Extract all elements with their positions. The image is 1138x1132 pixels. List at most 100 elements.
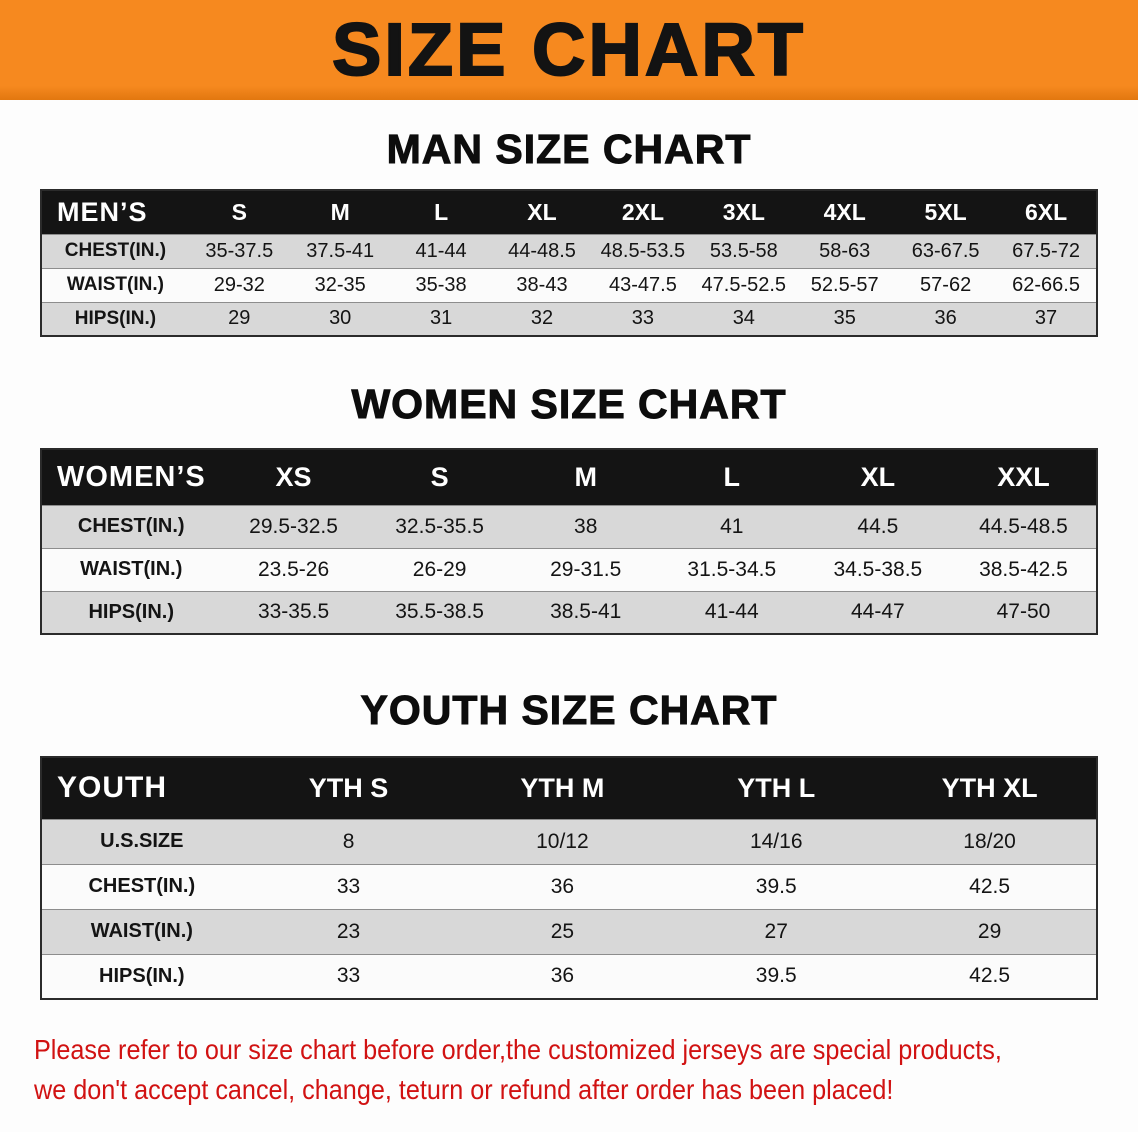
row-label: WAIST(IN.) bbox=[80, 558, 183, 580]
youth-size-section: YOUTH SIZE CHART YOUTH YTH S YTH M YTH L YTH… bbox=[0, 635, 1138, 1000]
size-value: 38.5-42.5 bbox=[979, 557, 1068, 581]
size-value: 44-48.5 bbox=[508, 239, 576, 262]
size-value: 35 bbox=[833, 307, 856, 330]
size-value: 58-63 bbox=[819, 239, 871, 262]
size-column-header: 6XL bbox=[996, 190, 1097, 234]
row-label: CHEST(IN.) bbox=[64, 240, 167, 261]
youth-section-heading: YOUTH SIZE CHART bbox=[360, 687, 778, 734]
table-row: HIPS(IN.) 29 30 31 32 33 34 35 36 37 bbox=[41, 302, 1097, 336]
size-value: 42.5 bbox=[969, 874, 1011, 898]
size-value: 57-62 bbox=[920, 273, 972, 296]
size-column-header: YTH XL bbox=[883, 757, 1097, 819]
size-value: 42.5 bbox=[969, 964, 1011, 988]
size-column-header: XL bbox=[804, 449, 951, 505]
size-value: 34.5-38.5 bbox=[833, 557, 923, 581]
size-value: 33 bbox=[336, 874, 361, 898]
table-corner-label: WOMEN’S bbox=[41, 449, 221, 505]
table-row: HIPS(IN.) 33 36 39.5 42.5 bbox=[41, 954, 1097, 999]
size-value: 41-44 bbox=[704, 600, 759, 624]
table-row: WAIST(IN.) 29-32 32-35 35-38 38-43 43-47.5 47.… bbox=[41, 268, 1097, 302]
size-value: 29-31.5 bbox=[550, 557, 622, 581]
size-value: 34 bbox=[732, 307, 755, 330]
row-label: WAIST(IN.) bbox=[66, 274, 164, 295]
size-value: 10/12 bbox=[536, 829, 589, 853]
size-value: 33-35.5 bbox=[257, 600, 330, 624]
table-row: CHEST(IN.) 29.5-32.5 32.5-35.5 38 41 44.5 44.5… bbox=[41, 505, 1097, 548]
size-value: 26-29 bbox=[412, 557, 467, 581]
size-value: 36 bbox=[550, 964, 575, 988]
size-value: 36 bbox=[550, 874, 575, 898]
size-value: 29-32 bbox=[213, 273, 265, 296]
table-corner-label: MEN’S bbox=[41, 190, 189, 234]
table-row: CHEST(IN.) 35-37.5 37.5-41 41-44 44-48.5 48.5… bbox=[41, 234, 1097, 268]
size-value: 67.5-72 bbox=[1012, 239, 1080, 262]
disclaimer-line-2: we don't accept cancel, change, teturn o… bbox=[34, 1073, 894, 1105]
table-row: U.S.SIZE 8 10/12 14/16 18/20 bbox=[41, 819, 1097, 864]
size-value: 44.5 bbox=[857, 514, 899, 538]
size-value: 38.5-41 bbox=[550, 600, 622, 624]
size-column-header: 5XL bbox=[895, 190, 997, 234]
size-column-header: S bbox=[188, 190, 290, 234]
size-value: 23.5-26 bbox=[257, 557, 330, 581]
size-value: 35-38 bbox=[415, 273, 467, 296]
size-column-header: 3XL bbox=[693, 190, 795, 234]
table-header-row: YOUTH YTH S YTH M YTH L YTH XL bbox=[41, 757, 1097, 819]
size-value: 29.5-32.5 bbox=[249, 514, 338, 538]
size-value: 63-67.5 bbox=[911, 239, 980, 262]
size-value: 23 bbox=[336, 919, 361, 943]
women-size-table: WOMEN’S XS S M L XL XXL CHEST(IN.) 29.5-32.5 32.5… bbox=[40, 448, 1098, 635]
size-value: 52.5-57 bbox=[810, 273, 879, 296]
size-value: 27 bbox=[764, 919, 788, 943]
size-value: 31 bbox=[429, 307, 453, 330]
table-row: WAIST(IN.) 23.5-26 26-29 29-31.5 31.5-34.5 34… bbox=[41, 548, 1097, 591]
men-section-heading: MAN SIZE CHART bbox=[386, 126, 752, 173]
row-label: CHEST(IN.) bbox=[77, 515, 185, 537]
size-value: 37.5-41 bbox=[306, 239, 375, 262]
size-column-header: XS bbox=[220, 449, 367, 505]
title-banner: SIZE CHART bbox=[0, 0, 1138, 100]
size-column-header: XXL bbox=[950, 449, 1097, 505]
size-value: 18/20 bbox=[963, 829, 1016, 853]
size-column-header: S bbox=[366, 449, 513, 505]
disclaimer-line-1: Please refer to our size chart before or… bbox=[34, 1034, 1002, 1065]
women-size-section: WOMEN SIZE CHART WOMEN’S XS S M L XL XXL CHEST(… bbox=[0, 337, 1138, 635]
size-value: 32.5-35.5 bbox=[395, 514, 484, 538]
table-header-row: WOMEN’S XS S M L XL XXL bbox=[41, 449, 1097, 505]
page-title: SIZE CHART bbox=[331, 8, 806, 91]
size-value: 14/16 bbox=[749, 829, 803, 853]
size-value: 29 bbox=[977, 919, 1002, 943]
table-row: WAIST(IN.) 23 25 27 29 bbox=[41, 909, 1097, 954]
youth-size-table: YOUTH YTH S YTH M YTH L YTH XL U.S.SIZE 8 10/12… bbox=[40, 756, 1098, 1000]
row-label: HIPS(IN.) bbox=[88, 600, 175, 623]
size-value: 43-47.5 bbox=[608, 273, 677, 296]
size-column-header: M bbox=[289, 190, 391, 234]
row-label: CHEST(IN.) bbox=[88, 875, 196, 897]
table-row: HIPS(IN.) 33-35.5 35.5-38.5 38.5-41 41-44 44-… bbox=[41, 591, 1097, 634]
table-corner-label: YOUTH bbox=[41, 757, 242, 819]
size-column-header: M bbox=[512, 449, 659, 505]
size-column-header: 2XL bbox=[592, 190, 694, 234]
size-column-header: 4XL bbox=[794, 190, 896, 234]
size-value: 41 bbox=[720, 514, 744, 538]
women-section-heading: WOMEN SIZE CHART bbox=[351, 381, 787, 428]
size-value: 33 bbox=[631, 307, 655, 330]
size-column-header: YTH S bbox=[241, 757, 456, 819]
size-value: 33 bbox=[336, 964, 361, 988]
size-column-header: YTH L bbox=[669, 757, 884, 819]
size-column-header: XL bbox=[491, 190, 593, 234]
disclaimer-note: Please refer to our size chart before or… bbox=[34, 1030, 1138, 1110]
size-value: 44.5-48.5 bbox=[979, 514, 1068, 538]
men-size-section: MAN SIZE CHART MEN’S S M L XL 2XL 3XL 4XL 5XL 6XL… bbox=[0, 100, 1138, 337]
size-column-header: L bbox=[658, 449, 805, 505]
size-value: 35.5-38.5 bbox=[395, 600, 484, 624]
size-column-header: L bbox=[390, 190, 492, 234]
size-column-header: YTH M bbox=[455, 757, 670, 819]
size-value: 31.5-34.5 bbox=[687, 557, 777, 581]
size-value: 8 bbox=[342, 829, 355, 853]
row-label: WAIST(IN.) bbox=[90, 920, 193, 942]
row-label: HIPS(IN.) bbox=[74, 307, 157, 329]
size-value: 32 bbox=[530, 307, 554, 330]
size-value: 48.5-53.5 bbox=[600, 239, 686, 262]
table-header-row: MEN’S S M L XL 2XL 3XL 4XL 5XL 6XL bbox=[41, 190, 1097, 234]
size-value: 38 bbox=[574, 514, 598, 538]
